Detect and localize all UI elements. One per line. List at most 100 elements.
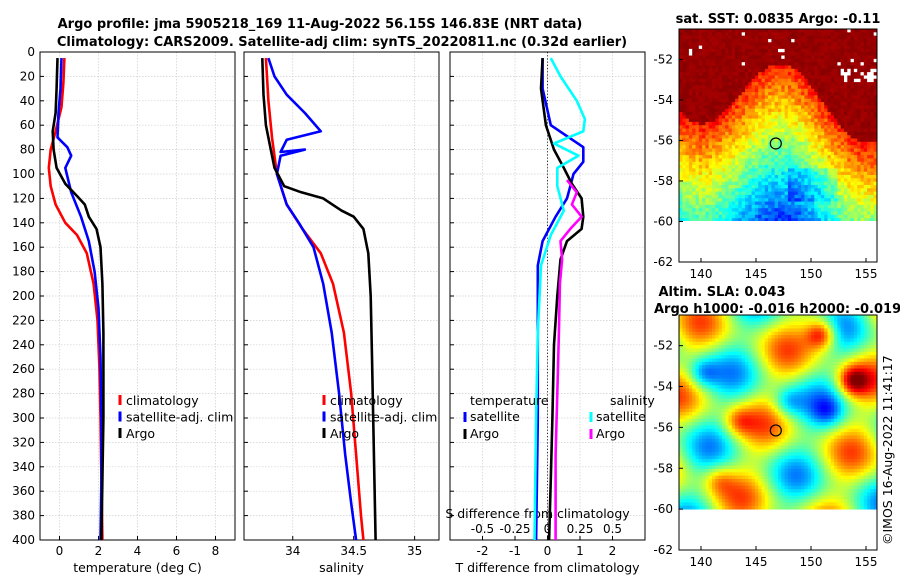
sal-x-tick-label: -0.25 — [499, 522, 530, 536]
sal-x-tick-label: 0.5 — [603, 522, 622, 536]
heatmap-cells — [679, 29, 877, 221]
series-line-satellite-adj-clim — [56, 58, 103, 540]
y-tick-label: 240 — [12, 338, 35, 352]
heatmap-cells — [679, 315, 877, 510]
x-tick-label: 8 — [212, 544, 220, 558]
y-tick-label: 300 — [12, 411, 35, 425]
y-tick-label: 220 — [12, 313, 35, 327]
series-line-climatology — [264, 58, 365, 540]
y-tick-label: 20 — [20, 69, 35, 83]
series-group — [533, 57, 587, 540]
y-tick-label: -62 — [653, 543, 673, 557]
sst-map-title: sat. SST: 0.0835 Argo: -0.11 — [676, 12, 881, 27]
x-tick-label: 140 — [690, 267, 713, 281]
x-tick-label: 34 — [285, 544, 300, 558]
x-tick-label: 155 — [855, 555, 878, 569]
x-tick-label: 150 — [800, 555, 823, 569]
figure-title-line2: Climatology: CARS2009. Satellite-adj cli… — [57, 35, 627, 50]
y-tick-label: 80 — [20, 143, 35, 157]
y-tick-label: 60 — [20, 118, 35, 132]
series-line-argo — [261, 58, 377, 540]
x-tick-label: 0 — [544, 544, 552, 558]
x-axis-label: T difference from climatology — [454, 560, 640, 575]
y-tick-label: 180 — [12, 265, 35, 279]
x-tick-label: 2 — [95, 544, 103, 558]
series-group — [47, 58, 105, 540]
series-line-salinity-satellite — [533, 57, 587, 540]
map-frame — [678, 28, 878, 263]
temperature-profile-panel: 0204060801001201401601802002202402602803… — [12, 45, 236, 575]
argo-position-marker — [769, 424, 782, 437]
y-tick-label: -56 — [653, 133, 673, 147]
y-tick-label: -58 — [653, 461, 673, 475]
y-tick-label: 380 — [12, 509, 35, 523]
y-tick-label: 40 — [20, 94, 35, 108]
x-tick-label: 155 — [855, 267, 878, 281]
y-tick-label: -52 — [653, 52, 673, 66]
x-tick-label: 35 — [407, 544, 422, 558]
y-tick-label: 260 — [12, 362, 35, 376]
y-tick-label: -56 — [653, 420, 673, 434]
series-line-argo — [51, 58, 105, 540]
sst-map-panel: -52 -54 -56 -58 -60 -62 140 145 150 155 — [653, 28, 878, 281]
figure-title-line1: Argo profile: jma 5905218_169 11-Aug-202… — [58, 17, 583, 32]
x-tick-label: 145 — [745, 267, 768, 281]
y-tick-label: 360 — [12, 484, 35, 498]
y-tick-label: -62 — [653, 255, 673, 269]
y-tick-label: 160 — [12, 240, 35, 254]
sal-x-tick-label: -0.5 — [471, 522, 494, 536]
x-axis-label: salinity — [319, 560, 364, 575]
x-tick-label: 2 — [609, 544, 617, 558]
y-tick-label: 0 — [27, 45, 35, 59]
y-tick-label: 400 — [12, 533, 35, 547]
y-tick-label: 120 — [12, 191, 35, 205]
legend-label: satellite — [470, 409, 520, 424]
sal-x-tick-label: 0 — [544, 522, 552, 536]
difference-profile-panel: -2 -1 0 1 2 T difference from climatology S di… — [445, 51, 655, 575]
x-tick-label: 145 — [745, 555, 768, 569]
y-tick-label: 320 — [12, 435, 35, 449]
y-tick-label: 200 — [12, 289, 35, 303]
legend-label: climatology — [126, 393, 199, 408]
x-tick-label: 6 — [173, 544, 181, 558]
legend-label: Argo — [330, 426, 359, 441]
x-axis-label: temperature (deg C) — [73, 560, 202, 575]
argo-position-marker — [769, 137, 782, 150]
y-tick-label: -52 — [653, 339, 673, 353]
series-group — [261, 57, 377, 540]
y-tick-label: 280 — [12, 387, 35, 401]
legend-label: Argo — [470, 426, 499, 441]
y-tick-label: 140 — [12, 216, 35, 230]
series-line-satellite-adj-clim — [267, 57, 358, 540]
map-frame — [678, 314, 878, 551]
y-tick-label: -60 — [653, 502, 673, 516]
legend-heading-temperature: temperature — [470, 393, 549, 408]
x-tick-label: -2 — [477, 544, 489, 558]
legend-label: satellite — [596, 409, 646, 424]
x-tick-label: 140 — [690, 555, 713, 569]
y-tick-label: 100 — [12, 167, 35, 181]
x-tick-label: 150 — [800, 267, 823, 281]
legend-label: climatology — [330, 393, 403, 408]
series-line-salinity-argo — [554, 179, 583, 540]
series-line-temperature-argo — [539, 58, 585, 540]
sla-map-title-line1: Altim. SLA: 0.043 — [659, 285, 786, 300]
salinity-profile-panel: 34 34.5 35 salinity climatology satellite-adj… — [243, 51, 440, 575]
y-tick-label: -58 — [653, 174, 673, 188]
legend-label: satellite-adj. clim — [330, 410, 437, 425]
legend-label: Argo — [126, 426, 155, 441]
x-tick-label: 1 — [576, 544, 584, 558]
legend-heading-salinity: salinity — [610, 393, 655, 408]
y-tick-label: -54 — [653, 380, 673, 394]
legend-label: Argo — [596, 426, 625, 441]
imos-watermark: ©IMOS 16-Aug-2022 11:41:17 — [880, 355, 895, 545]
s-difference-label: S difference from climatology — [445, 506, 630, 521]
x-tick-label: 34.5 — [340, 544, 367, 558]
sla-map-panel: -52 -54 -56 -58 -60 -62 140 145 150 155 — [653, 314, 878, 569]
sal-x-tick-label: 0.25 — [567, 522, 594, 536]
x-tick-label: -1 — [509, 544, 521, 558]
y-tick-label: -54 — [653, 93, 673, 107]
x-tick-label: 0 — [56, 544, 64, 558]
